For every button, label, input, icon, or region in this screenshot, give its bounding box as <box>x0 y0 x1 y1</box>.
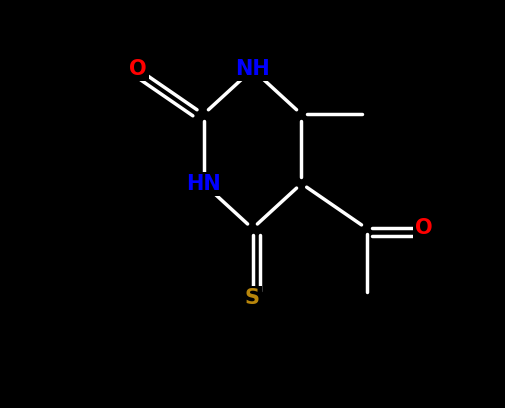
Text: O: O <box>415 218 433 239</box>
Text: S: S <box>245 288 260 308</box>
Text: O: O <box>129 59 147 80</box>
Text: HN: HN <box>186 173 221 194</box>
Text: NH: NH <box>235 59 270 80</box>
